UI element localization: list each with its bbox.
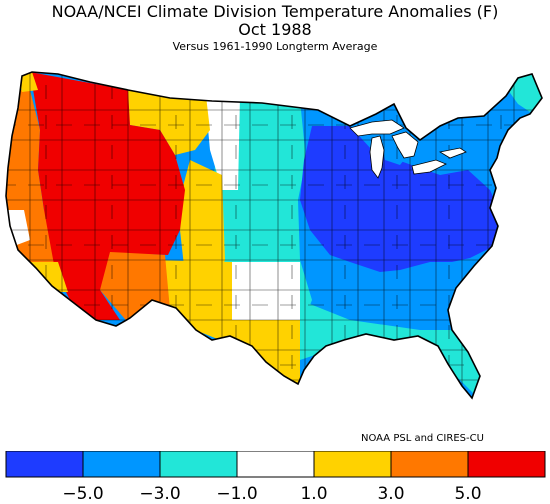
region-montana-yellow bbox=[126, 90, 210, 155]
region-wa-coast-yellow bbox=[18, 72, 38, 92]
legend-swatch-4 bbox=[236, 451, 315, 478]
lake-michigan bbox=[369, 135, 385, 179]
legend-swatch-1 bbox=[5, 451, 84, 478]
legend-tick-label: −5.0 bbox=[62, 484, 103, 501]
division-boundaries bbox=[6, 72, 542, 398]
legend-tick-label: −1.0 bbox=[216, 484, 257, 501]
legend-swatch-2 bbox=[82, 451, 161, 478]
source-credit: NOAA PSL and CIRES-CU bbox=[361, 433, 484, 444]
region-eastern-core-blue bbox=[300, 126, 500, 272]
legend-swatch-5 bbox=[313, 451, 392, 478]
color-legend: −5.0 −3.0 −1.0 1.0 3.0 5.0 bbox=[5, 451, 546, 501]
region-front-range-yellow bbox=[180, 160, 225, 280]
legend-tick-label: 5.0 bbox=[454, 484, 481, 501]
lake-ontario bbox=[438, 147, 467, 159]
anomaly-map bbox=[5, 71, 543, 399]
legend-tick-label: −3.0 bbox=[139, 484, 180, 501]
great-lakes bbox=[349, 119, 467, 179]
legend-tick-label: 1.0 bbox=[300, 484, 327, 501]
lake-huron bbox=[391, 131, 419, 159]
lake-superior bbox=[349, 119, 405, 137]
legend-swatch-3 bbox=[159, 451, 238, 478]
region-oklahoma-white bbox=[222, 262, 300, 330]
map-period: Oct 1988 bbox=[238, 20, 312, 39]
legend-swatch-6 bbox=[390, 451, 469, 478]
region-northern-plains-white bbox=[205, 96, 240, 190]
legend-swatch-7 bbox=[467, 451, 546, 478]
region-west-red bbox=[30, 72, 185, 320]
map-baseline: Versus 1961-1990 Longterm Average bbox=[172, 40, 378, 53]
map-title: NOAA/NCEI Climate Division Temperature A… bbox=[51, 2, 499, 21]
anomaly-regions bbox=[6, 72, 542, 398]
lake-erie bbox=[411, 159, 447, 175]
region-socal-yellow bbox=[30, 262, 68, 292]
legend-tick-label: 3.0 bbox=[377, 484, 404, 501]
